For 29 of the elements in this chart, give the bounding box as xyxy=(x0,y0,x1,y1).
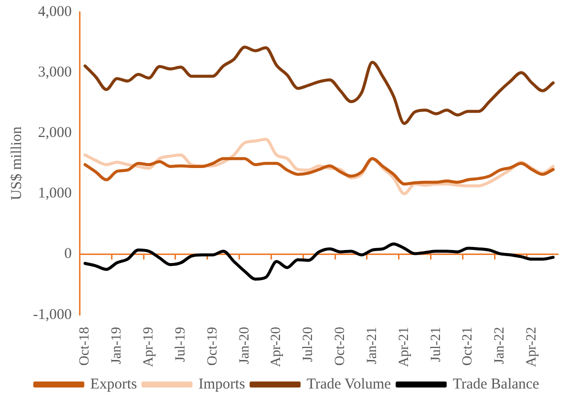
legend-label: Imports xyxy=(198,376,246,392)
x-tick-label: Oct-19 xyxy=(205,326,220,366)
x-tick-label: Oct-20 xyxy=(333,326,348,366)
x-tick-label: Jan-22 xyxy=(492,326,508,364)
x-tick-label: Jul-21 xyxy=(428,326,444,362)
x-tick-label: Apr-22 xyxy=(524,326,540,367)
line-series xyxy=(84,242,555,281)
y-tick-label: 1,000 xyxy=(38,186,72,202)
x-tick-label: Oct-18 xyxy=(78,326,93,366)
legend-label: Trade Balance xyxy=(452,376,540,392)
y-tick-label: 0 xyxy=(64,246,72,262)
y-tick-label: 2,000 xyxy=(38,125,72,142)
x-tick-label: Apr-21 xyxy=(396,326,412,367)
x-tick-label: Jul-20 xyxy=(301,326,316,362)
line-series xyxy=(84,157,555,186)
line-series xyxy=(84,46,555,125)
x-tick-label: Apr-19 xyxy=(142,326,157,367)
legend-label: Exports xyxy=(90,376,138,392)
x-tick-label: Jul-19 xyxy=(173,326,188,362)
x-tick-label: Jan-20 xyxy=(237,326,252,364)
x-tick-label: Jan-21 xyxy=(364,326,380,364)
y-tick-label: -1,000 xyxy=(32,306,72,323)
y-axis-title: US$ million xyxy=(8,126,25,200)
y-tick-label: 4,000 xyxy=(38,4,72,20)
x-tick-label: Oct-21 xyxy=(460,326,476,366)
x-tick-label: Jan-19 xyxy=(110,326,125,364)
legend-label: Trade Volume xyxy=(306,376,392,392)
x-tick-label: Apr-20 xyxy=(269,326,284,367)
y-tick-label: 3,000 xyxy=(38,64,72,81)
